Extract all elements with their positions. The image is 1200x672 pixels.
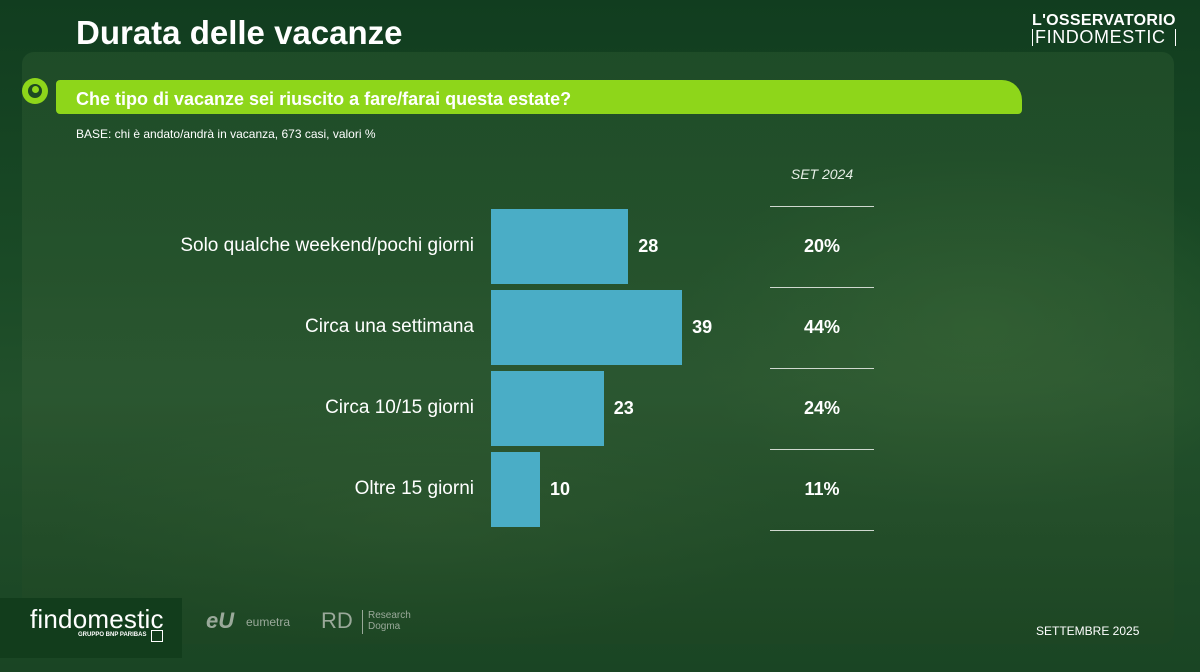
bar [491, 209, 629, 284]
question-banner [56, 80, 1022, 114]
comparison-divider [770, 287, 874, 288]
eye-icon [22, 78, 48, 104]
bar [491, 452, 540, 527]
comparison-divider [770, 449, 874, 450]
page-title: Durata delle vacanze [76, 14, 403, 51]
bar-value-label: 39 [692, 316, 713, 337]
brand-logo: L'OSSERVATORIO FINDOMESTIC [1032, 12, 1176, 46]
bar-value-label: 28 [638, 235, 659, 256]
comparison-value: 44% [803, 316, 841, 337]
comparison-divider [770, 368, 874, 369]
comparison-value: 24% [803, 397, 841, 418]
bnp-icon [151, 630, 163, 642]
eumetra-mark: eU [206, 608, 235, 633]
research-dogma-mark: RD [321, 608, 353, 633]
category-label: Solo qualche weekend/pochi giorni [180, 234, 474, 256]
comparison-divider [770, 206, 874, 207]
findomestic-logo-sub: GRUPPO BNP PARIBAS [78, 632, 147, 638]
brand-line1: L'OSSERVATORIO [1032, 12, 1176, 29]
research-dogma-divider [362, 610, 363, 634]
bar [491, 371, 604, 446]
footer-date: SETTEMBRE 2025 [1036, 624, 1140, 638]
base-note: BASE: chi è andato/andrà in vacanza, 673… [76, 127, 376, 141]
category-label: Circa una settimana [305, 315, 474, 337]
comparison-value: 20% [803, 235, 841, 256]
brand-line2: FINDOMESTIC [1032, 28, 1176, 46]
question-text: Che tipo di vacanze sei riuscito a fare/… [76, 89, 572, 109]
bar-value-label: 10 [550, 478, 571, 499]
footer-logo-box [0, 598, 182, 658]
comparison-header: SET 2024 [790, 166, 854, 182]
eumetra-name: eumetra [246, 615, 291, 629]
comparison-value: 11% [804, 478, 840, 499]
findomestic-logo: findomestic [30, 604, 164, 634]
bar-value-label: 23 [613, 397, 634, 418]
category-label: Oltre 15 giorni [354, 477, 474, 499]
research-dogma-name: Research Dogma [368, 610, 411, 632]
category-label: Circa 10/15 giorni [325, 396, 474, 418]
comparison-divider [770, 530, 874, 531]
bar [491, 290, 683, 365]
